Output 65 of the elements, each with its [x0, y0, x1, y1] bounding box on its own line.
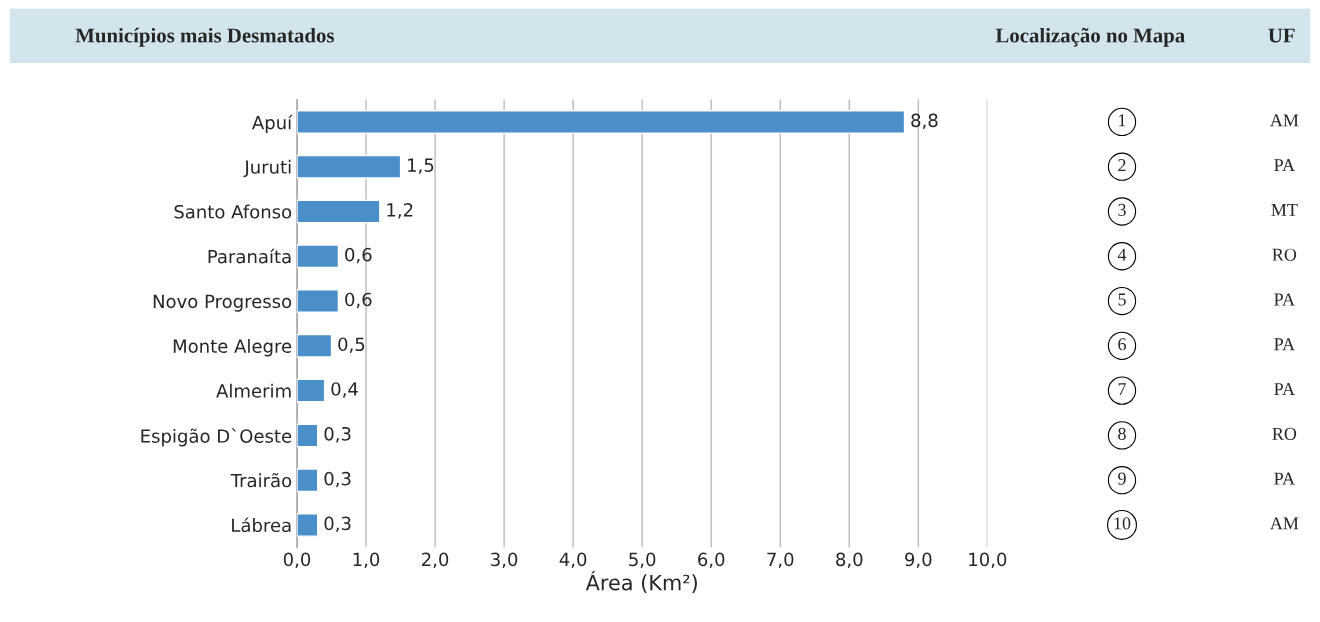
text: 9	[1118, 472, 1126, 485]
x-tick-label: 8,0	[836, 552, 863, 569]
data-label: 0,5	[338, 337, 365, 353]
bar	[297, 378, 326, 403]
bar	[297, 468, 319, 493]
text: PA	[1274, 383, 1295, 395]
x-axis-title: Área (Km²)	[585, 570, 697, 593]
text: AM	[1269, 114, 1299, 127]
y-tick-label: Novo Progresso	[153, 294, 292, 312]
data-label: 1,2	[387, 203, 413, 219]
y-tick-label: Juruti	[243, 159, 291, 178]
y-tick-label: Santo Afonso	[174, 204, 292, 219]
y-tick-label: Monte Alegre	[173, 338, 292, 357]
y-tick-label: Almerim	[216, 383, 291, 398]
text: 4	[1117, 248, 1127, 261]
text: AM	[1269, 517, 1299, 530]
x-tick-label: 4,0	[559, 552, 587, 569]
chart-title: Municípios mais Desmatados	[75, 27, 335, 47]
data-label: 0,6	[345, 247, 372, 264]
text: MT	[1271, 204, 1298, 216]
y-tick-label: Paranaíta	[208, 248, 291, 264]
text: 10	[1114, 517, 1131, 530]
bar	[297, 289, 340, 313]
text: 7	[1118, 383, 1126, 395]
text: 8	[1118, 427, 1126, 440]
text: 2	[1118, 159, 1126, 172]
text: PA	[1274, 472, 1295, 485]
bar	[297, 110, 906, 134]
data-label: 0,3	[324, 516, 351, 533]
x-tick-label: 9,0	[905, 552, 932, 569]
text: PA	[1274, 338, 1295, 351]
bar	[297, 333, 333, 358]
bar	[297, 199, 381, 224]
bar	[297, 423, 319, 448]
y-tick-label: Espigão D`Oeste	[141, 428, 292, 447]
text: PA	[1274, 159, 1295, 172]
text: 5	[1118, 293, 1126, 306]
text: RO	[1272, 427, 1297, 440]
data-label: 0,4	[331, 382, 358, 398]
bar	[297, 154, 402, 179]
x-tick-label: 6,0	[698, 552, 725, 569]
x-tick-label: 7,0	[767, 552, 794, 569]
x-tick-label: 0,0	[283, 552, 311, 569]
text: PA	[1274, 293, 1295, 306]
text: 3	[1118, 203, 1126, 216]
y-tick-label: Lábrea	[232, 517, 291, 533]
data-label: 0,3	[324, 426, 351, 443]
data-label: 0,6	[345, 292, 372, 309]
y-tick-label: Trairão	[230, 473, 292, 488]
text: UF	[1268, 28, 1295, 43]
text: RO	[1272, 248, 1297, 261]
data-label: 8,8	[911, 113, 938, 129]
text: 6	[1118, 338, 1126, 351]
y-tick-label: Apuí	[252, 114, 293, 133]
data-label: 0,3	[324, 471, 351, 488]
data-label: 1,5	[408, 158, 434, 174]
bar	[297, 244, 340, 269]
x-tick-label: 10,0	[969, 552, 1007, 569]
x-tick-label: 2,0	[422, 552, 449, 569]
text: Localização no Mapa	[995, 27, 1185, 47]
text: 1	[1119, 114, 1126, 127]
bar	[297, 513, 319, 537]
x-tick-label: 3,0	[491, 552, 518, 569]
x-tick-label: 1,0	[353, 552, 380, 569]
x-tick-label: 5,0	[629, 552, 656, 569]
